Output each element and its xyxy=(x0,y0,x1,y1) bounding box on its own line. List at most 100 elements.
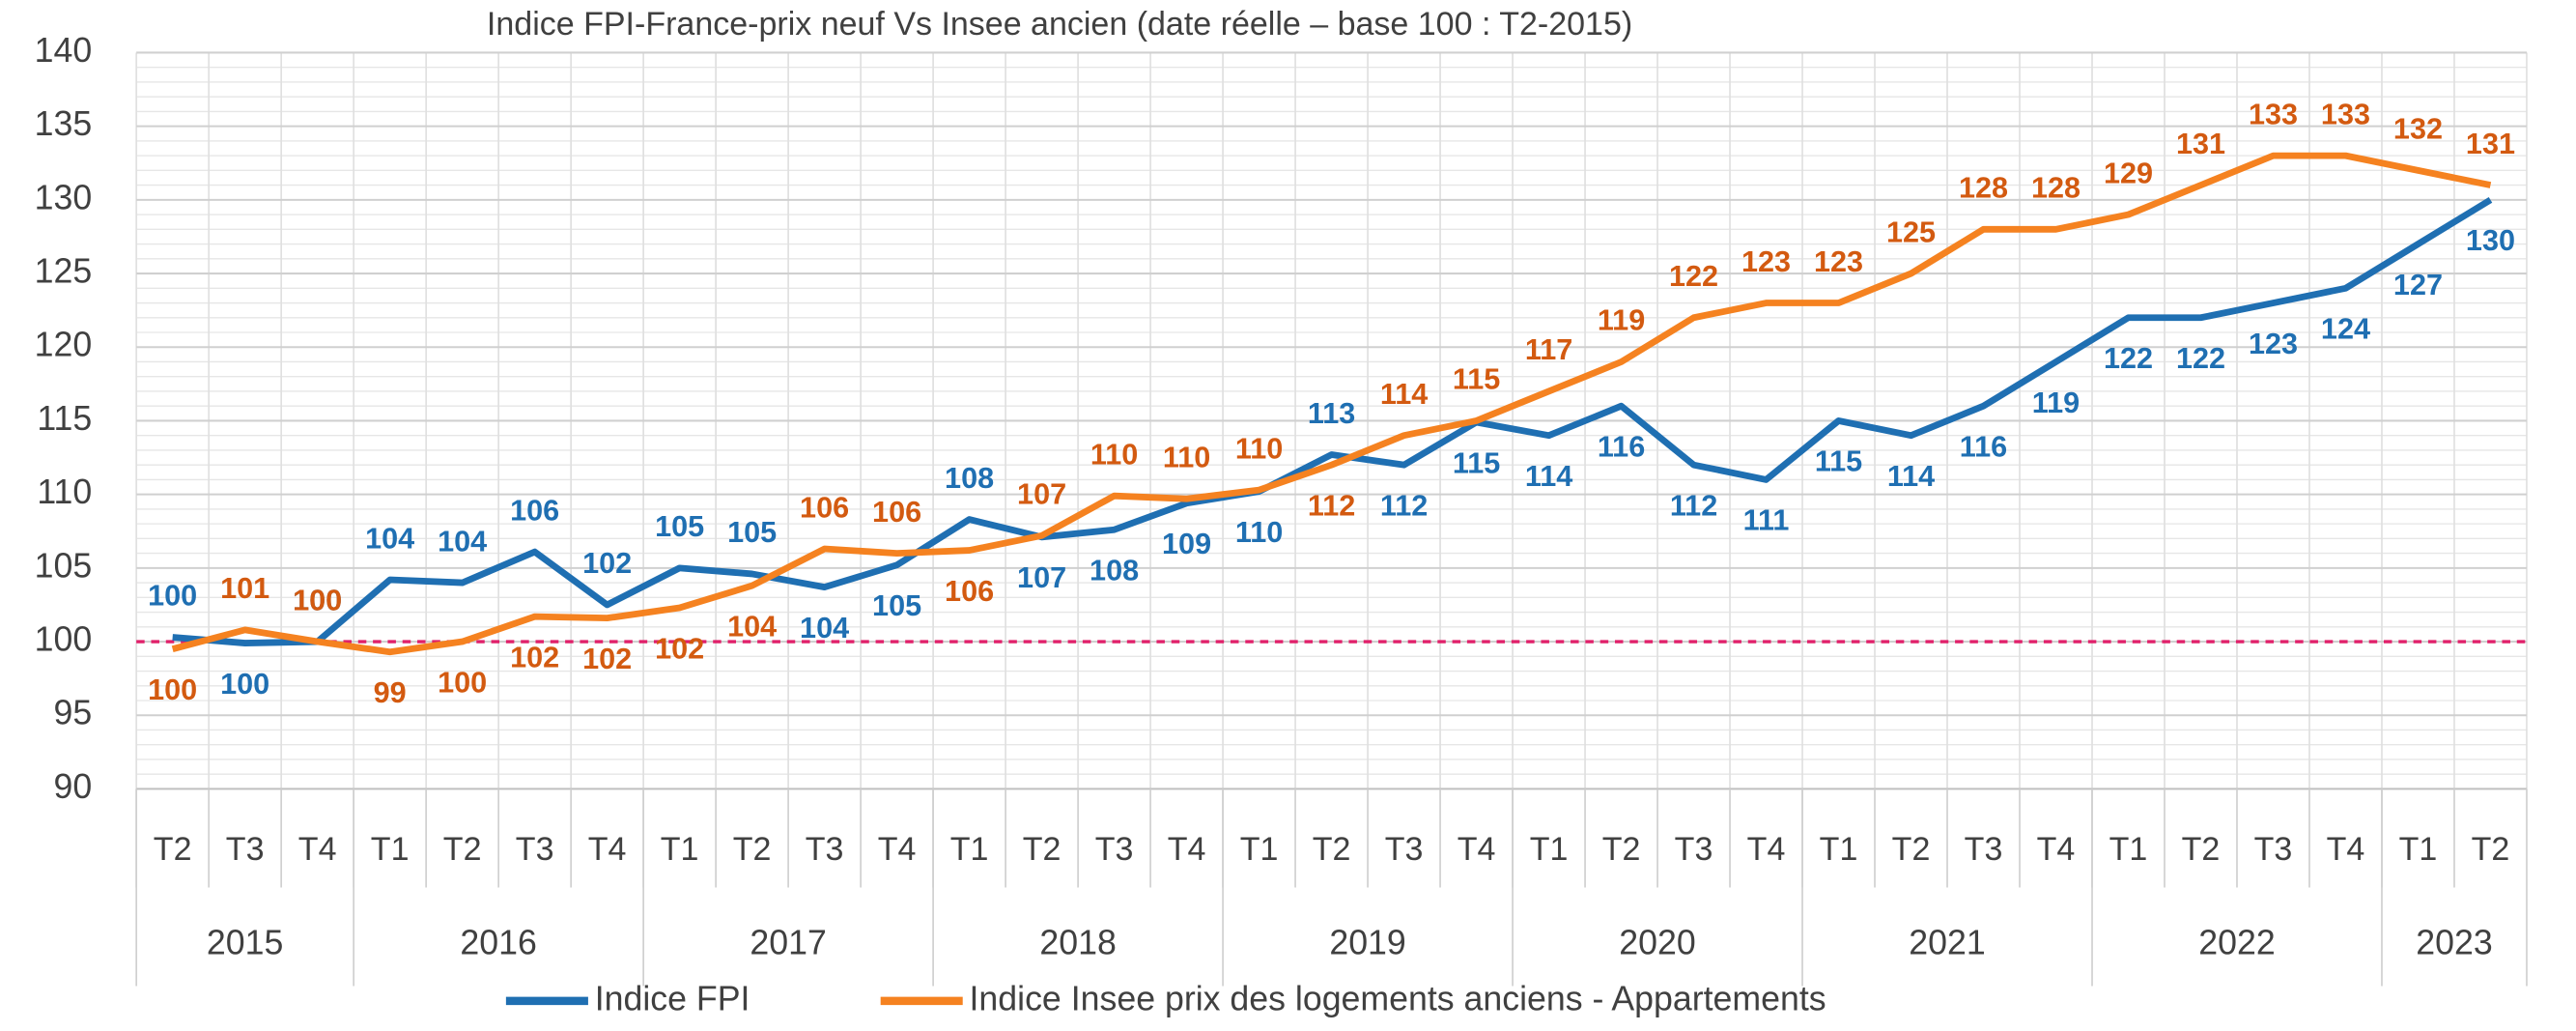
group-label: 2018 xyxy=(1039,923,1116,961)
x-tick-label: T2 xyxy=(154,831,192,868)
data-label: 119 xyxy=(2032,387,2080,419)
data-label: 100 xyxy=(148,580,197,613)
data-label: 105 xyxy=(727,516,777,549)
x-tick-label: T4 xyxy=(298,831,337,868)
x-tick-label: T2 xyxy=(1892,831,1931,868)
data-label: 131 xyxy=(2466,128,2515,160)
data-label: 100 xyxy=(293,584,342,616)
data-label: 104 xyxy=(438,525,487,558)
y-tick-label: 140 xyxy=(35,31,93,70)
x-tick-label: T4 xyxy=(2037,831,2076,868)
x-tick-label: T4 xyxy=(2327,831,2365,868)
data-label: 132 xyxy=(2393,113,2443,146)
data-label: 111 xyxy=(1743,504,1790,537)
x-tick-label: T4 xyxy=(588,831,627,868)
data-label: 108 xyxy=(945,462,994,495)
data-label: 123 xyxy=(1814,245,1863,278)
y-tick-label: 135 xyxy=(35,104,93,143)
data-label: 106 xyxy=(945,575,994,608)
x-tick-label: T4 xyxy=(1168,831,1206,868)
data-label: 119 xyxy=(1598,304,1645,337)
group-label: 2021 xyxy=(1909,923,1985,961)
data-label: 104 xyxy=(800,612,849,644)
data-label: 101 xyxy=(220,572,269,605)
legend-label: Indice FPI xyxy=(595,979,750,1017)
data-label: 112 xyxy=(1380,489,1428,522)
data-label: 112 xyxy=(1670,489,1717,522)
series-line xyxy=(171,152,2492,656)
data-label: 114 xyxy=(1525,460,1572,493)
data-label: 100 xyxy=(220,668,269,701)
data-label: 133 xyxy=(2321,98,2370,130)
data-label: 110 xyxy=(1235,432,1283,465)
x-tick-label: T1 xyxy=(950,831,989,868)
data-label: 108 xyxy=(1090,555,1139,587)
data-label: 106 xyxy=(800,491,849,524)
data-label: 125 xyxy=(1886,215,1936,248)
data-label: 110 xyxy=(1163,441,1210,473)
x-tick-label: T2 xyxy=(1023,831,1062,868)
data-label: 115 xyxy=(1453,363,1500,396)
data-label: 116 xyxy=(1598,431,1645,464)
data-label: 128 xyxy=(2031,172,2081,205)
data-label: 112 xyxy=(1308,489,1355,522)
data-label: 115 xyxy=(1453,446,1500,479)
data-label: 115 xyxy=(1815,445,1862,478)
data-label: 130 xyxy=(2466,224,2515,257)
x-tick-label: T2 xyxy=(733,831,772,868)
x-tick-label: T1 xyxy=(371,831,410,868)
data-label: 104 xyxy=(365,522,414,555)
data-label: 116 xyxy=(1960,431,2007,464)
x-tick-label: T1 xyxy=(2399,831,2438,868)
data-label: 102 xyxy=(510,641,559,673)
group-label: 2016 xyxy=(460,923,536,961)
data-label: 127 xyxy=(2393,269,2443,301)
data-label: 122 xyxy=(1669,260,1718,293)
data-label: 129 xyxy=(2104,157,2153,189)
x-tick-label: T4 xyxy=(1747,831,1786,868)
x-tick-label: T3 xyxy=(806,831,844,868)
x-tick-label: T2 xyxy=(1313,831,1351,868)
y-tick-label: 120 xyxy=(35,326,93,364)
x-tick-label: T1 xyxy=(2109,831,2148,868)
data-label: 107 xyxy=(1017,478,1066,511)
data-label: 114 xyxy=(1380,378,1428,411)
y-tick-label: 90 xyxy=(54,767,93,806)
data-label: 102 xyxy=(655,632,704,665)
y-tick-label: 100 xyxy=(35,619,93,658)
y-tick-label: 110 xyxy=(37,473,92,511)
data-label: 110 xyxy=(1235,516,1283,549)
y-tick-label: 105 xyxy=(35,546,93,585)
data-label: 100 xyxy=(293,584,342,616)
x-tick-label: T3 xyxy=(226,831,265,868)
group-label: 2023 xyxy=(2416,923,2492,961)
data-label: 99 xyxy=(374,676,407,709)
x-tick-label: T3 xyxy=(516,831,554,868)
y-tick-label: 125 xyxy=(35,251,93,290)
data-label: 106 xyxy=(510,494,559,527)
data-label: 113 xyxy=(1308,397,1355,430)
y-tick-label: 115 xyxy=(37,399,92,438)
x-tick-label: T2 xyxy=(2472,831,2510,868)
series-line xyxy=(172,196,2493,646)
data-label: 123 xyxy=(1741,245,1791,278)
data-label: 100 xyxy=(148,673,197,706)
x-tick-label: T2 xyxy=(2182,831,2221,868)
x-tick-label: T3 xyxy=(1385,831,1424,868)
data-label: 100 xyxy=(438,666,487,699)
data-label: 133 xyxy=(2249,98,2298,130)
x-tick-label: T1 xyxy=(1240,831,1279,868)
data-label: 124 xyxy=(2321,313,2370,346)
data-label: 107 xyxy=(1017,561,1066,594)
group-label: 2017 xyxy=(750,923,826,961)
data-label: 122 xyxy=(2104,342,2153,375)
x-tick-label: T2 xyxy=(1602,831,1641,868)
legend-label: Indice Insee prix des logements anciens … xyxy=(970,979,1826,1017)
data-label: 110 xyxy=(1090,438,1138,471)
data-label: 128 xyxy=(1959,172,2008,205)
x-tick-label: T3 xyxy=(2254,831,2293,868)
x-tick-label: T4 xyxy=(1458,831,1496,868)
y-tick-label: 95 xyxy=(54,694,93,732)
data-label: 102 xyxy=(582,547,632,580)
